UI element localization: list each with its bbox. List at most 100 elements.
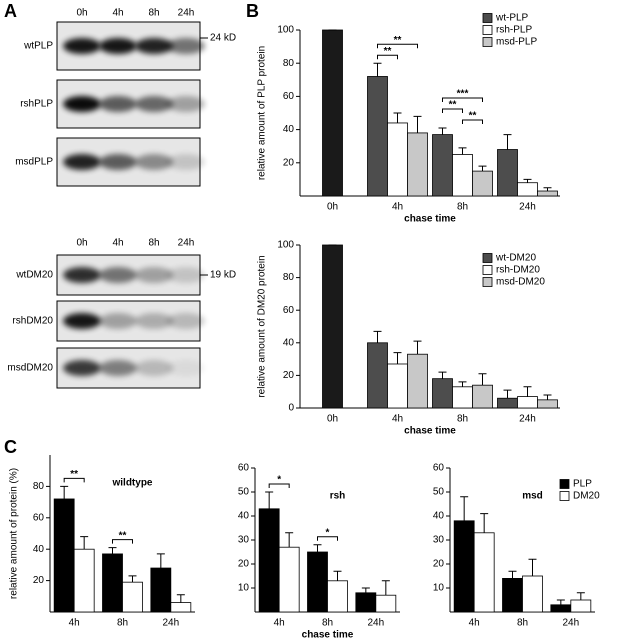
y-tick-label: 60 [433, 463, 445, 474]
x-tick-label: 0h [327, 414, 338, 425]
band [99, 313, 137, 329]
bar [537, 399, 558, 409]
bar [278, 546, 300, 613]
legend-swatch [482, 13, 493, 23]
y-tick-label: 60 [238, 463, 250, 474]
bar [472, 384, 493, 409]
band [63, 360, 101, 376]
x-tick-label: 8h [117, 618, 128, 629]
row-label: rshDM20 [12, 316, 53, 327]
error-bar [393, 352, 402, 364]
legend-label: msd-PLP [496, 37, 537, 48]
error-bar [373, 330, 382, 343]
legend-label: rsh-PLP [496, 25, 532, 36]
error-bar [361, 587, 370, 593]
bar [53, 498, 75, 613]
x-tick-label: 4h [392, 414, 403, 425]
x-axis-label: chase time [404, 426, 456, 437]
lane-label: 8h [148, 238, 159, 249]
legend-swatch [559, 491, 570, 501]
y-tick-label: 20 [283, 370, 295, 381]
panel-label: B [246, 1, 259, 21]
significance-label: *** [457, 89, 469, 100]
significance-bracket [268, 483, 290, 488]
error-bar [128, 575, 137, 583]
bar [473, 532, 495, 613]
bar [502, 578, 523, 613]
band [63, 313, 101, 329]
y-tick-label: 20 [283, 157, 295, 168]
y-tick-label: 60 [283, 305, 295, 316]
band [135, 154, 173, 170]
x-tick-label: 4h [392, 202, 403, 213]
legend-swatch [482, 25, 493, 35]
legend-swatch [482, 277, 493, 287]
error-bar [333, 570, 342, 581]
bar [497, 397, 518, 409]
legend-label: DM20 [573, 491, 600, 502]
error-bar [503, 389, 512, 399]
bar [522, 575, 543, 613]
bar [258, 508, 280, 613]
bar [387, 363, 408, 409]
band [63, 38, 101, 54]
bar [432, 134, 453, 197]
band [167, 38, 205, 54]
band [99, 267, 137, 283]
x-tick-label: 24h [562, 618, 579, 629]
x-axis-label: chase time [302, 630, 354, 639]
band [63, 154, 101, 170]
significance-bracket [442, 108, 463, 113]
error-bar [480, 513, 489, 533]
chart-title: rsh [330, 491, 346, 502]
band [167, 154, 205, 170]
x-tick-label: 4h [469, 618, 480, 629]
bar [322, 244, 343, 409]
y-tick-label: 80 [283, 272, 295, 283]
significance-bracket [63, 477, 85, 483]
legend-label: rsh-DM20 [496, 265, 540, 276]
y-tick-label: 80 [33, 481, 45, 492]
error-bar [458, 381, 467, 387]
y-tick-label: 30 [433, 535, 445, 546]
size-marker: 19 kD [210, 270, 236, 281]
bar [367, 76, 388, 197]
y-tick-label: 20 [238, 559, 250, 570]
x-tick-label: 8h [517, 618, 528, 629]
band [135, 96, 173, 112]
error-bar [503, 134, 512, 150]
legend-label: PLP [573, 479, 592, 490]
y-tick-label: 40 [33, 544, 45, 555]
y-tick-label: 50 [238, 487, 250, 498]
y-tick-label: 0 [288, 403, 294, 414]
lane-label: 0h [76, 8, 87, 19]
error-bar [60, 485, 69, 499]
legend-swatch [482, 37, 493, 47]
x-tick-label: 0h [327, 202, 338, 213]
row-label: rshPLP [20, 99, 53, 110]
band [167, 96, 205, 112]
significance-label: ** [394, 35, 402, 46]
error-bar [108, 547, 117, 554]
y-tick-label: 40 [238, 511, 250, 522]
lane-label: 0h [76, 238, 87, 249]
band [167, 313, 205, 329]
significance-bracket [112, 539, 133, 544]
x-tick-label: 4h [69, 618, 80, 629]
lane-label: 4h [112, 8, 123, 19]
bar [307, 551, 328, 613]
y-axis-label: relative amount of DM20 protein [257, 255, 268, 397]
bar [407, 353, 428, 409]
y-tick-label: 20 [433, 559, 445, 570]
error-bar [508, 570, 517, 579]
bar [497, 149, 518, 197]
significance-label: ** [449, 100, 457, 111]
band [135, 38, 173, 54]
significance-label: * [277, 475, 281, 486]
bar [570, 599, 592, 613]
y-tick-label: 40 [433, 511, 445, 522]
error-bar [523, 386, 532, 397]
bar [453, 520, 475, 613]
error-bar [80, 536, 89, 550]
